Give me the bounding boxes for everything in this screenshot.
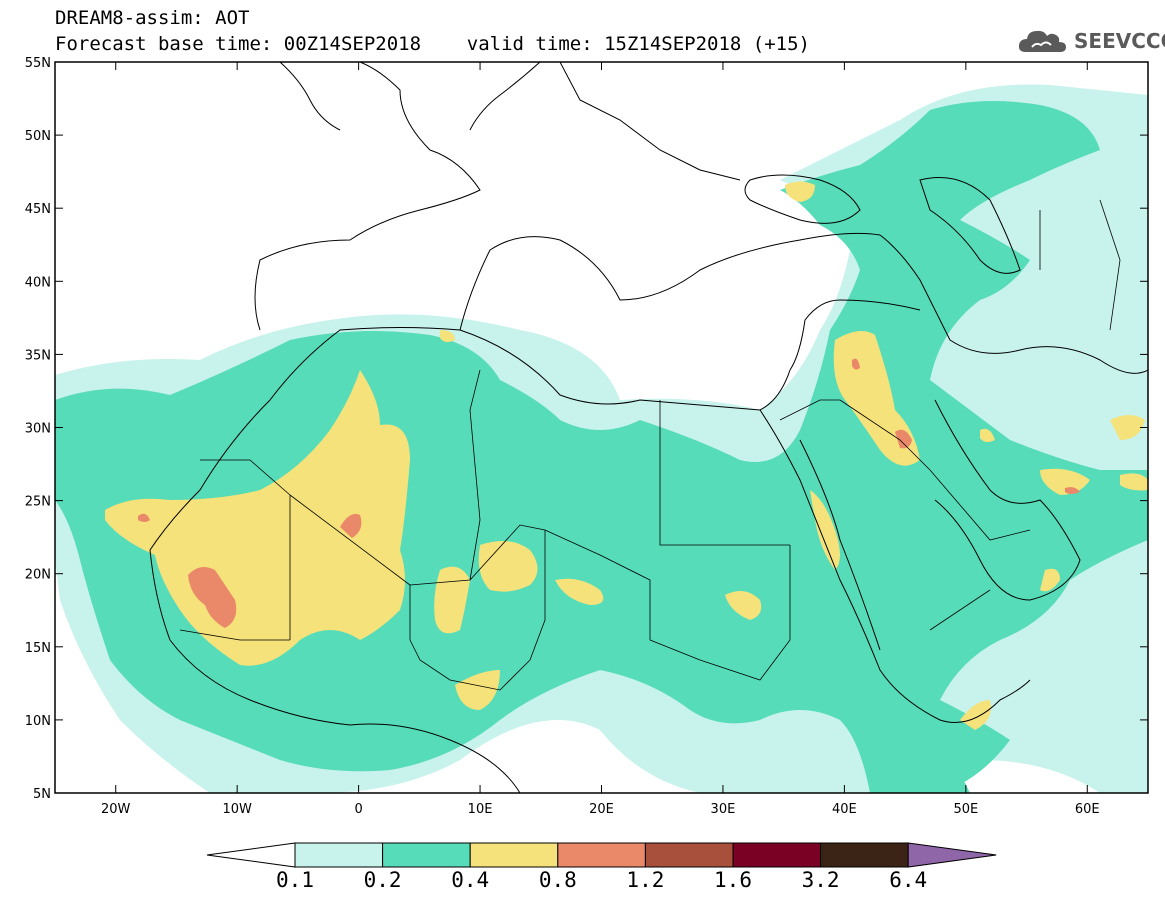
lat-label: 25N [25,495,51,510]
lon-label: 10W [222,802,252,817]
lon-label: 30E [711,802,736,817]
lat-label: 15N [25,641,51,656]
lat-label: 5N [33,787,51,802]
logo-text: SEEVCCC [1074,29,1165,53]
aot-level-0.8 [138,358,1080,628]
colorbar-swatch [820,842,909,868]
aot-level-0.4 [105,181,1148,730]
cloud-icon [1018,30,1066,52]
lat-label: 45N [25,202,51,217]
colorbar-swatch [644,842,734,868]
colorbar-swatch [732,842,822,868]
country-borders [179,199,1121,691]
lon-label: 50E [953,802,978,817]
lat-label: 30N [25,422,51,437]
colorbar-label: 0.2 [364,868,402,892]
colorbar-extend-high [907,842,997,868]
colorbar-extend-low [206,842,296,868]
seevccc-logo: SEEVCCC [1018,24,1165,58]
colorbar-label: 0.4 [451,868,489,892]
colorbar-swatch [294,842,384,868]
colorbar: 0.1 0.2 0.4 0.8 1.2 1.6 3.2 6.4 [206,842,997,892]
coastlines [149,62,1148,793]
lat-label: 50N [25,129,51,144]
colorbar-label: 3.2 [802,868,840,892]
colorbar-swatch [557,842,646,868]
lon-label: 0 [354,802,362,817]
lat-label: 20N [25,568,51,583]
lon-label: 20E [589,802,614,817]
lon-axis: 20W 10W 0 10E 20E 30E 40E 50E 60E [101,62,1100,817]
lat-label: 55N [25,56,51,71]
colorbar-swatch [469,842,559,868]
lat-label: 40N [25,275,51,290]
colorbar-label: 6.4 [889,868,927,892]
colorbar-swatch [382,842,471,868]
lon-label: 10E [468,802,493,817]
colorbar-label: 0.1 [276,868,314,892]
lat-label: 35N [25,348,51,363]
aot-field [55,84,1148,793]
colorbar-label: 1.6 [714,868,752,892]
colorbar-label: 1.2 [626,868,664,892]
lon-label: 60E [1075,802,1100,817]
chart-subtitle: Forecast base time: 00Z14SEP2018 valid t… [55,33,810,55]
lat-axis: 55N 50N 45N 40N 35N 30N 25N 20N 15N 10N 5N [25,56,1148,802]
lon-label: 40E [832,802,857,817]
colorbar-label: 0.8 [539,868,577,892]
lon-label: 20W [101,802,131,817]
lat-label: 10N [25,714,51,729]
chart-title: DREAM8-assim: AOT [55,7,250,29]
